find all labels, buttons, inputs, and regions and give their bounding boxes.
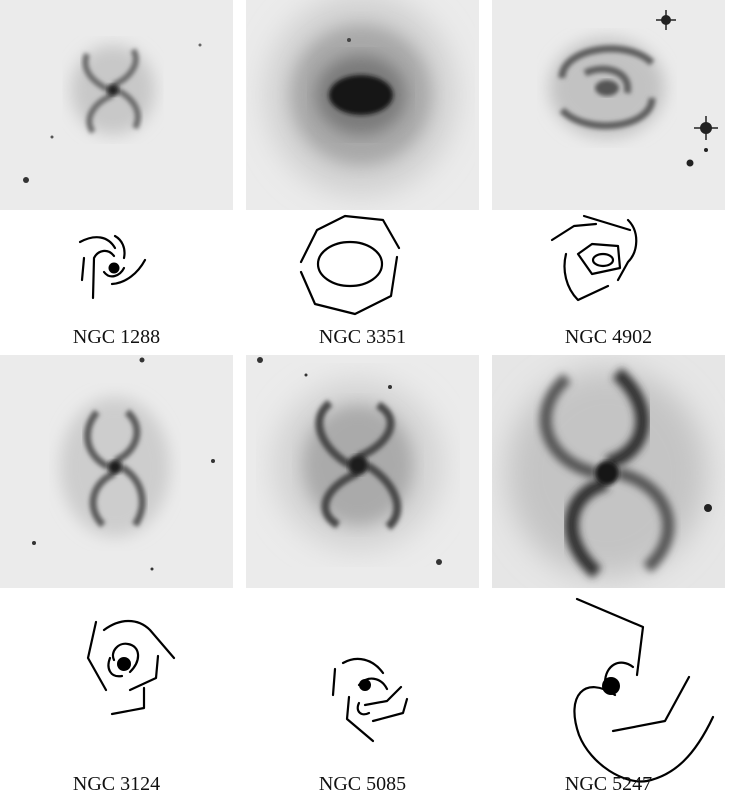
- galaxy-photo-ngc-5085: [246, 355, 479, 588]
- galaxy-photo-ngc-4902: [492, 0, 725, 233]
- galaxy-photo-ngc-5247: [492, 355, 725, 588]
- galaxy-photo-ngc-3124: [0, 355, 233, 588]
- galaxy-sketch-ngc-1288: [60, 228, 160, 308]
- galaxy-photo-ngc-1288: [0, 0, 233, 233]
- galaxy-sketch-ngc-5085: [325, 655, 415, 745]
- galaxy-label: NGC 5085: [318, 773, 407, 795]
- galaxy-sketch-ngc-3351: [295, 212, 405, 317]
- galaxy-label: NGC 3351: [318, 326, 407, 348]
- galaxy-label: NGC 1288: [72, 326, 161, 348]
- galaxy-sketch-ngc-3124: [80, 618, 180, 718]
- galaxy-sketch-ngc-5247: [565, 595, 725, 785]
- galaxy-label: NGC 5247: [564, 773, 653, 795]
- galaxy-label: NGC 4902: [564, 326, 653, 348]
- galaxy-photo-ngc-3351: [246, 0, 479, 233]
- galaxy-sketch-ngc-4902: [548, 212, 648, 304]
- galaxy-label: NGC 3124: [72, 773, 161, 795]
